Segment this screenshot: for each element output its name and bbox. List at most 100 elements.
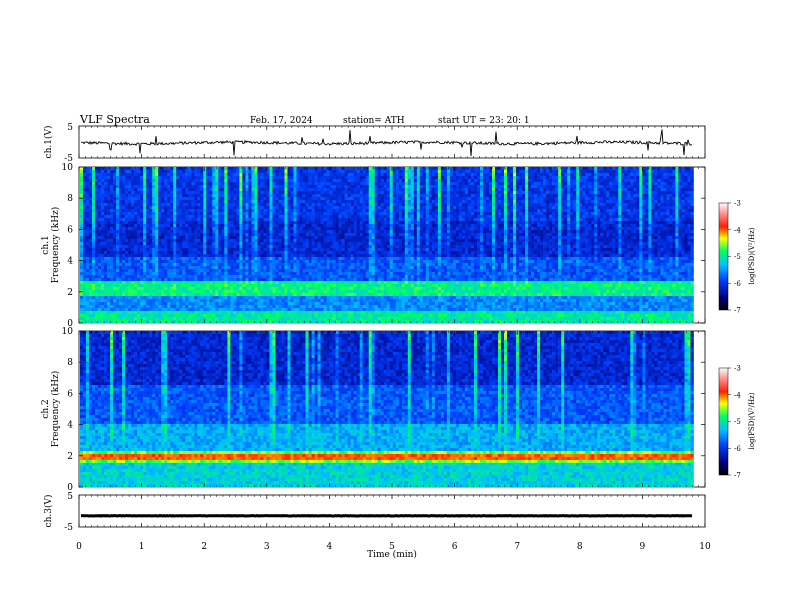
spectrogram-cell	[410, 197, 415, 201]
spectrogram-cell	[609, 233, 613, 237]
spectrogram-cell	[176, 215, 180, 219]
spectrogram-cell	[552, 224, 556, 228]
spectrogram-cell	[558, 188, 562, 192]
spectrogram-cell	[489, 185, 493, 189]
spectrogram-cell	[113, 218, 117, 222]
spectrogram-cell	[107, 233, 111, 237]
spectrogram-cell	[579, 191, 583, 195]
spectrogram-cell	[86, 188, 90, 192]
spectrogram-cell	[224, 227, 228, 231]
spectrogram-cell	[137, 215, 141, 219]
spectrogram-cell	[386, 194, 390, 198]
spectrogram-cell	[206, 200, 210, 204]
spectrogram-cell	[609, 176, 613, 180]
spectrogram-cell	[152, 170, 156, 174]
spectrogram-cell	[507, 215, 511, 219]
spectrogram-cell	[212, 194, 216, 198]
spectrogram-cell	[89, 227, 93, 231]
spectrogram-cell	[320, 167, 324, 171]
spectrogram-cell	[248, 209, 252, 213]
spectrogram-cell	[83, 167, 87, 171]
spectrogram-cell	[323, 200, 327, 204]
spectrogram-cell	[636, 221, 640, 225]
spectrogram-cell	[113, 233, 117, 237]
spectrogram-cell	[434, 215, 439, 219]
spectrogram-cell	[353, 203, 357, 207]
spectrogram-cell	[338, 191, 342, 195]
spectrogram-cell	[194, 200, 198, 204]
spectrogram-cell	[110, 182, 114, 186]
spectrogram-cell	[161, 212, 165, 216]
spectrogram-cell	[311, 212, 315, 216]
spectrogram-cell	[347, 218, 351, 222]
spectrogram-cell	[200, 176, 204, 180]
spectrogram-cell	[549, 176, 553, 180]
spectrogram-cell	[531, 209, 535, 213]
spectrogram-cell	[558, 209, 562, 213]
spectrogram-cell	[588, 236, 592, 240]
spectrogram-cell	[579, 176, 583, 180]
spectrogram-cell	[582, 215, 586, 219]
spectrogram-cell	[218, 236, 222, 240]
spectrogram-cell	[582, 182, 586, 186]
spectrogram-cell	[191, 212, 195, 216]
spectrogram-cell	[651, 215, 655, 219]
spectrogram-cell	[452, 170, 457, 174]
spectrogram-cell	[299, 194, 303, 198]
spectrogram-cell	[564, 218, 568, 222]
spectrogram-cell	[422, 173, 427, 177]
spectrogram-cell	[308, 191, 312, 195]
spectrogram-cell	[191, 227, 195, 231]
spectrogram-cell	[236, 215, 240, 219]
spectrogram-cell	[227, 236, 231, 240]
spectrogram-cell	[368, 203, 372, 207]
spectrogram-cell	[326, 218, 330, 222]
spectrogram-cell	[110, 170, 114, 174]
spectrogram-cell	[344, 170, 348, 174]
spectrogram-cell	[263, 236, 267, 240]
spectrogram-cell	[260, 230, 264, 234]
spectrogram-cell	[185, 206, 189, 210]
spectrogram-cell	[663, 215, 667, 219]
spectrogram-cell	[678, 194, 682, 198]
spectrogram-cell	[236, 179, 240, 183]
spectrogram-cell	[278, 197, 282, 201]
spectrogram-cell	[329, 182, 333, 186]
spectrogram-cell	[104, 200, 108, 204]
spectrogram-cell	[573, 170, 577, 174]
spectrogram-cell	[155, 188, 159, 192]
spectrogram-cell	[182, 167, 186, 171]
spectrogram-cell	[275, 203, 279, 207]
spectrogram-cell	[654, 221, 658, 225]
spectrogram-cell	[329, 170, 333, 174]
spectrogram-cell	[149, 197, 153, 201]
spectrogram-cell	[257, 179, 261, 183]
spectrogram-cell	[290, 182, 294, 186]
spectrogram-cell	[101, 185, 105, 189]
spectrogram-cell	[212, 182, 216, 186]
spectrogram-cell	[287, 239, 291, 243]
spectrogram-cell	[516, 203, 520, 207]
spectrogram-cell	[170, 200, 174, 204]
spectrogram-cell	[585, 209, 589, 213]
spectrogram-cell	[687, 215, 691, 219]
spectrogram-cell	[467, 227, 472, 231]
spectrogram-cell	[122, 218, 126, 222]
spectrogram-cell	[395, 236, 400, 240]
spectrogram-cell	[191, 200, 195, 204]
spectrogram-cell	[666, 215, 670, 219]
spectrogram-cell	[173, 221, 177, 225]
spectrogram-cell	[299, 197, 303, 201]
spectrogram-cell	[513, 209, 517, 213]
spectrogram-cell	[519, 197, 523, 201]
spectrogram-cell	[672, 173, 676, 177]
spectrogram-cell	[422, 233, 427, 237]
spectrogram-cell	[386, 206, 390, 210]
spectrogram-cell	[495, 194, 499, 198]
spectrogram-cell	[245, 224, 249, 228]
spectrogram-cell	[311, 200, 315, 204]
spectrogram-cell	[80, 206, 84, 210]
spectrogram-cell	[440, 200, 445, 204]
spectrogram-cell	[155, 224, 159, 228]
spectrogram-cell	[561, 224, 565, 228]
